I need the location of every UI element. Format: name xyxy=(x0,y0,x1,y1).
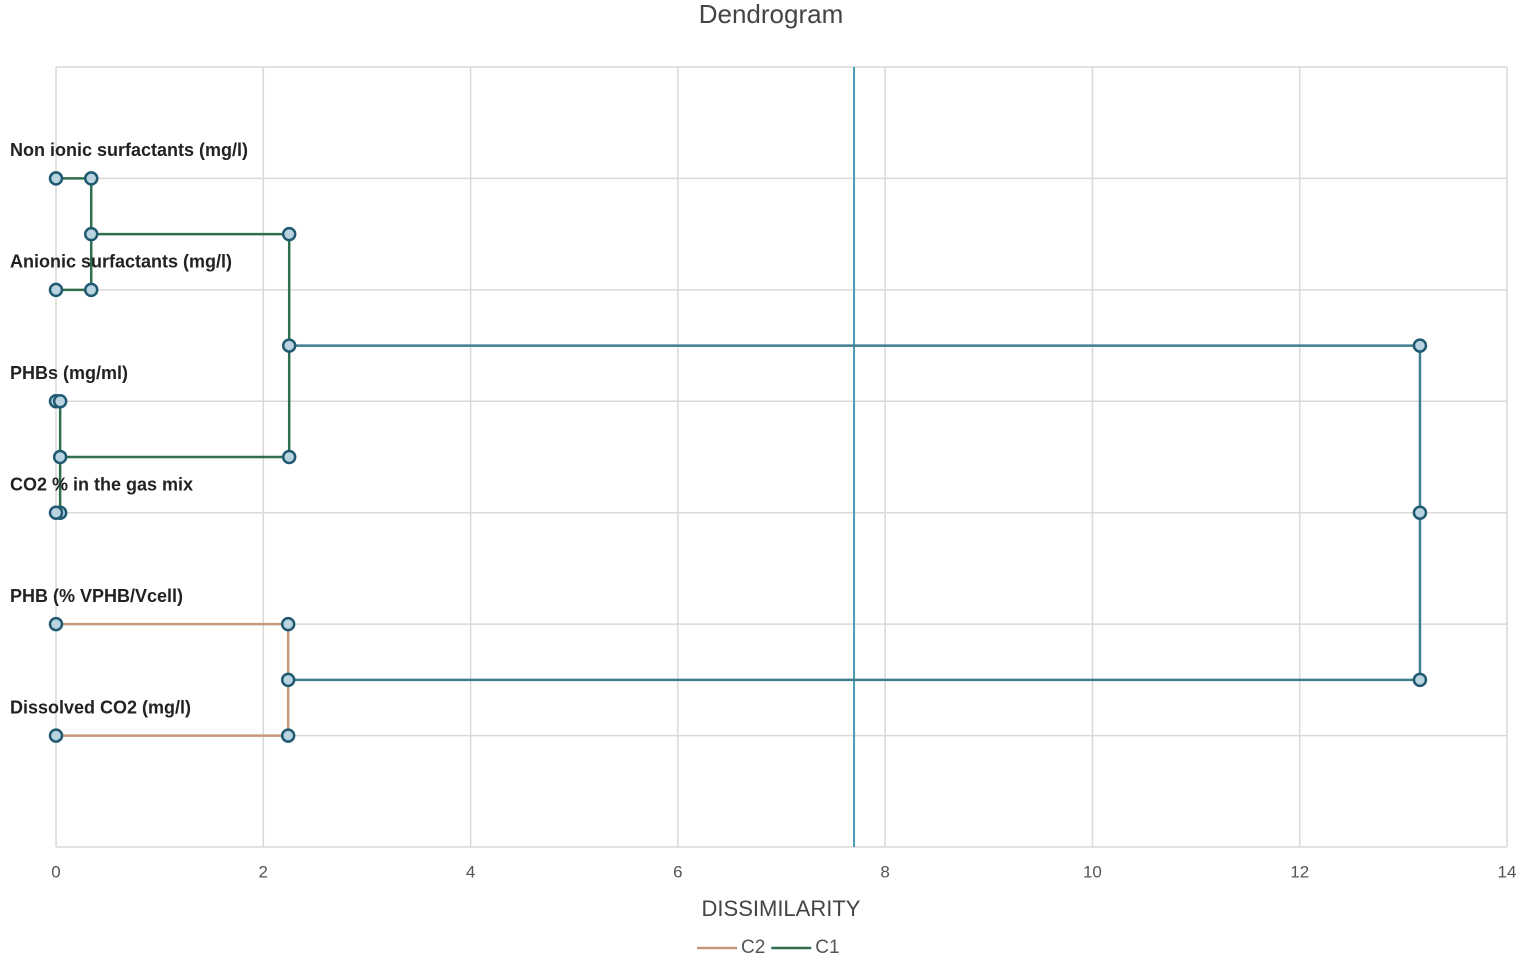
node-marker xyxy=(1412,338,1428,353)
node-marker xyxy=(1412,505,1428,520)
chart-title: Dendrogram xyxy=(699,0,844,29)
node-marker xyxy=(48,171,64,186)
node-marker xyxy=(281,449,297,465)
legend-label: C1 xyxy=(815,937,839,958)
node-marker xyxy=(280,728,296,743)
leaf-label: Non ionic surfactants (mg/l) xyxy=(10,140,248,160)
node-marker xyxy=(83,282,99,298)
node-marker xyxy=(48,282,64,298)
x-tick-label: 0 xyxy=(51,862,60,881)
node-marker xyxy=(280,616,296,632)
node-marker xyxy=(48,505,64,520)
legend-label: C2 xyxy=(741,937,765,958)
x-tick-label: 6 xyxy=(673,862,682,881)
leaf-label: CO2 % in the gas mix xyxy=(10,474,193,494)
node-marker xyxy=(281,338,297,353)
x-tick-label: 12 xyxy=(1290,862,1309,881)
x-tick-label: 14 xyxy=(1498,862,1517,881)
node-marker xyxy=(52,449,68,465)
x-tick-label: 8 xyxy=(880,862,889,881)
node-marker xyxy=(281,226,297,242)
node-marker xyxy=(1412,672,1428,688)
node-marker xyxy=(48,616,64,632)
x-axis-label: DISSIMILARITY xyxy=(702,896,861,921)
leaf-label: PHBs (mg/ml) xyxy=(10,363,128,383)
node-marker xyxy=(52,394,68,409)
node-marker xyxy=(280,672,296,688)
x-tick-label: 10 xyxy=(1083,862,1102,881)
node-marker xyxy=(83,226,99,242)
leaf-label: PHB (% VPHB/Vcell) xyxy=(10,586,183,606)
leaf-label: Dissolved CO2 (mg/l) xyxy=(10,697,191,717)
x-tick-label: 2 xyxy=(259,862,268,881)
leaf-label: Anionic surfactants (mg/l) xyxy=(10,252,232,272)
node-marker xyxy=(83,171,99,186)
node-marker xyxy=(48,728,64,743)
x-tick-label: 4 xyxy=(466,862,475,881)
